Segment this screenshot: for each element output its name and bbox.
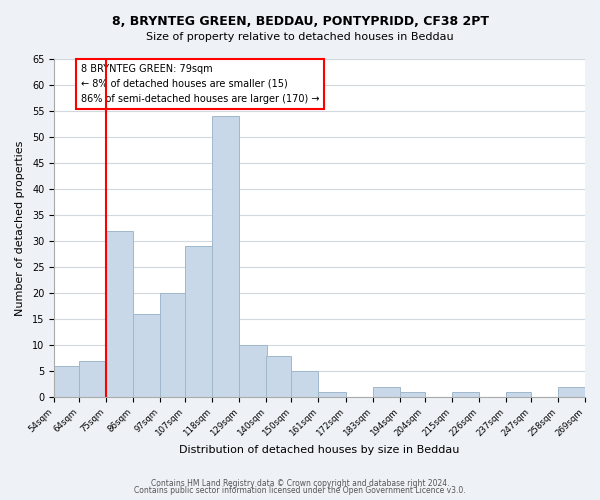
Bar: [239, 346, 266, 398]
Bar: [54, 366, 79, 398]
Bar: [133, 314, 160, 398]
Bar: [106, 231, 133, 398]
Text: Contains public sector information licensed under the Open Government Licence v3: Contains public sector information licen…: [134, 486, 466, 495]
Text: Size of property relative to detached houses in Beddau: Size of property relative to detached ho…: [146, 32, 454, 42]
Bar: [212, 116, 239, 398]
Bar: [79, 361, 106, 398]
Bar: [373, 387, 400, 398]
Bar: [558, 387, 585, 398]
Bar: [266, 356, 291, 398]
Bar: [452, 392, 479, 398]
Text: 8, BRYNTEG GREEN, BEDDAU, PONTYPRIDD, CF38 2PT: 8, BRYNTEG GREEN, BEDDAU, PONTYPRIDD, CF…: [112, 15, 488, 28]
Text: 8 BRYNTEG GREEN: 79sqm
← 8% of detached houses are smaller (15)
86% of semi-deta: 8 BRYNTEG GREEN: 79sqm ← 8% of detached …: [81, 64, 319, 104]
Bar: [160, 293, 185, 398]
Text: Contains HM Land Registry data © Crown copyright and database right 2024.: Contains HM Land Registry data © Crown c…: [151, 478, 449, 488]
Y-axis label: Number of detached properties: Number of detached properties: [15, 140, 25, 316]
Bar: [291, 372, 319, 398]
Bar: [185, 246, 212, 398]
X-axis label: Distribution of detached houses by size in Beddau: Distribution of detached houses by size …: [179, 445, 460, 455]
Bar: [319, 392, 346, 398]
Bar: [400, 392, 425, 398]
Bar: [506, 392, 530, 398]
